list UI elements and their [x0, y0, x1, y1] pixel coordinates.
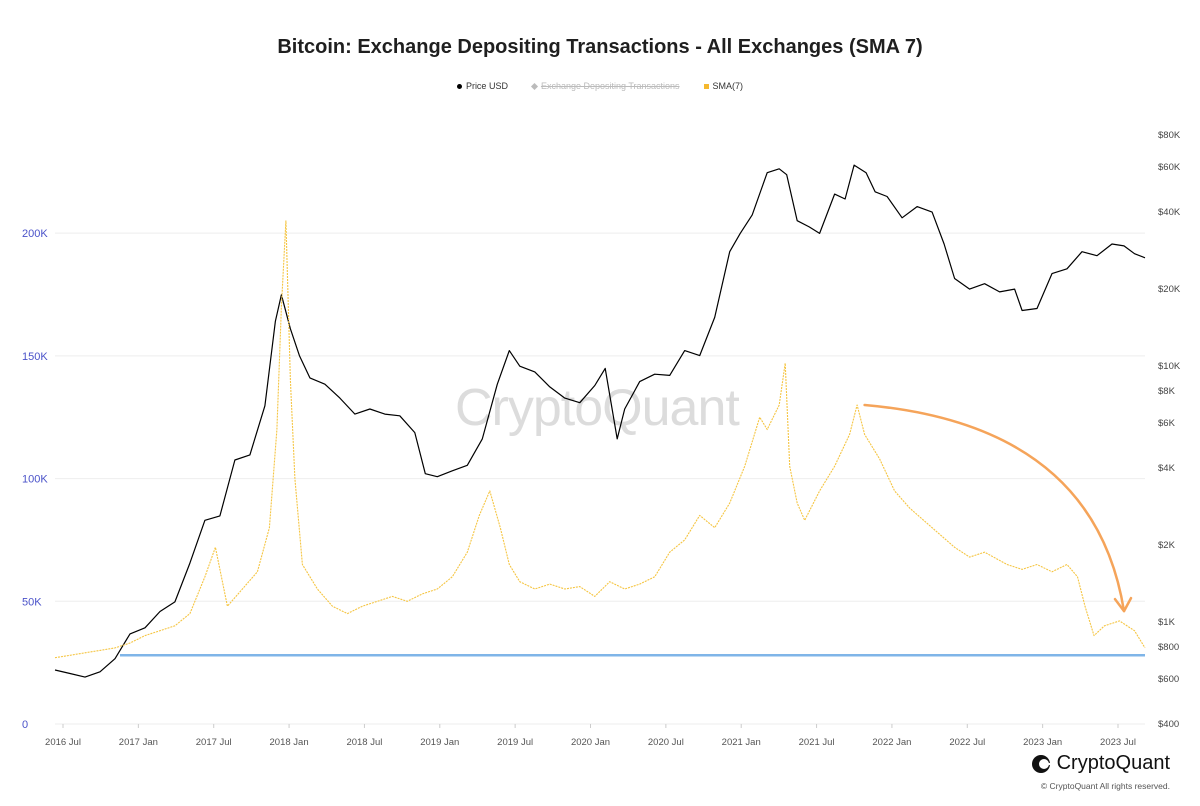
- x-tick-label: 2018 Jan: [270, 737, 309, 748]
- legend-item-price[interactable]: Price USD: [456, 81, 508, 91]
- legend-label-sma: SMA(7): [712, 81, 744, 91]
- x-tick-label: 2023 Jul: [1100, 737, 1136, 748]
- legend-item-sma[interactable]: SMA(7): [703, 81, 744, 91]
- copyright-text: © CryptoQuant All rights reserved.: [1040, 781, 1170, 791]
- legend-label-depositing: Exchange Depositing Transactions: [540, 81, 680, 91]
- x-tick-label: 2020 Jan: [571, 737, 610, 748]
- x-tick-label: 2019 Jan: [420, 737, 459, 748]
- y-right-tick-label: $1K: [1158, 617, 1176, 628]
- y-right-tick-label: $40K: [1158, 207, 1181, 218]
- x-tick-label: 2022 Jan: [872, 737, 911, 748]
- legend-label-price: Price USD: [465, 81, 508, 91]
- y-right-tick-label: $60K: [1158, 162, 1181, 173]
- y-right-tick-label: $80K: [1158, 130, 1181, 141]
- legend-item-depositing[interactable]: Exchange Depositing Transactions: [530, 81, 680, 91]
- y-right-tick-label: $10K: [1158, 361, 1181, 372]
- x-tick-label: 2017 Jul: [196, 737, 232, 748]
- x-tick-label: 2016 Jul: [45, 737, 81, 748]
- brand: CryptoQuant: [1031, 752, 1170, 775]
- x-tick-label: 2021 Jan: [722, 737, 761, 748]
- brand-name: CryptoQuant: [1056, 752, 1170, 774]
- y-left-tick-label: 200K: [22, 228, 48, 240]
- legend-marker-price: [456, 83, 462, 89]
- sma-line: [54, 220, 1146, 659]
- cryptoquant-logo-icon: [1031, 754, 1051, 773]
- x-tick-label: 2020 Jul: [648, 737, 684, 748]
- y-right-tick-label: $600: [1158, 674, 1179, 685]
- watermark: CryptoQuant: [455, 379, 740, 437]
- x-tick-label: 2021 Jul: [799, 737, 835, 748]
- y-left-tick-label: 100K: [22, 474, 48, 486]
- legend: Price USD Exchange Depositing Transactio…: [0, 81, 1200, 91]
- y-right-tick-label: $20K: [1158, 284, 1181, 295]
- price-line: [54, 164, 1146, 678]
- y-left-tick-label: 0: [22, 719, 28, 731]
- x-tick-label: 2017 Jan: [119, 737, 158, 748]
- y-right-tick-label: $6K: [1158, 418, 1176, 429]
- x-tick-label: 2023 Jan: [1023, 737, 1062, 748]
- x-tick-label: 2022 Jul: [949, 737, 985, 748]
- y-left-tick-label: 50K: [22, 596, 42, 608]
- y-right-tick-label: $8K: [1158, 386, 1176, 397]
- legend-marker-sma: [703, 83, 709, 89]
- y-left-tick-label: 150K: [22, 351, 48, 363]
- y-right-tick-label: $400: [1158, 719, 1179, 730]
- y-right-tick-label: $800: [1158, 642, 1179, 653]
- chart-title: Bitcoin: Exchange Depositing Transaction…: [277, 36, 923, 58]
- y-right-tick-label: $4K: [1158, 463, 1176, 474]
- x-tick-label: 2019 Jul: [497, 737, 533, 748]
- trend-arrow: [863, 403, 1126, 613]
- x-tick-label: 2018 Jul: [346, 737, 382, 748]
- y-right-tick-label: $2K: [1158, 540, 1176, 551]
- trend-arrow-head: [1113, 596, 1133, 613]
